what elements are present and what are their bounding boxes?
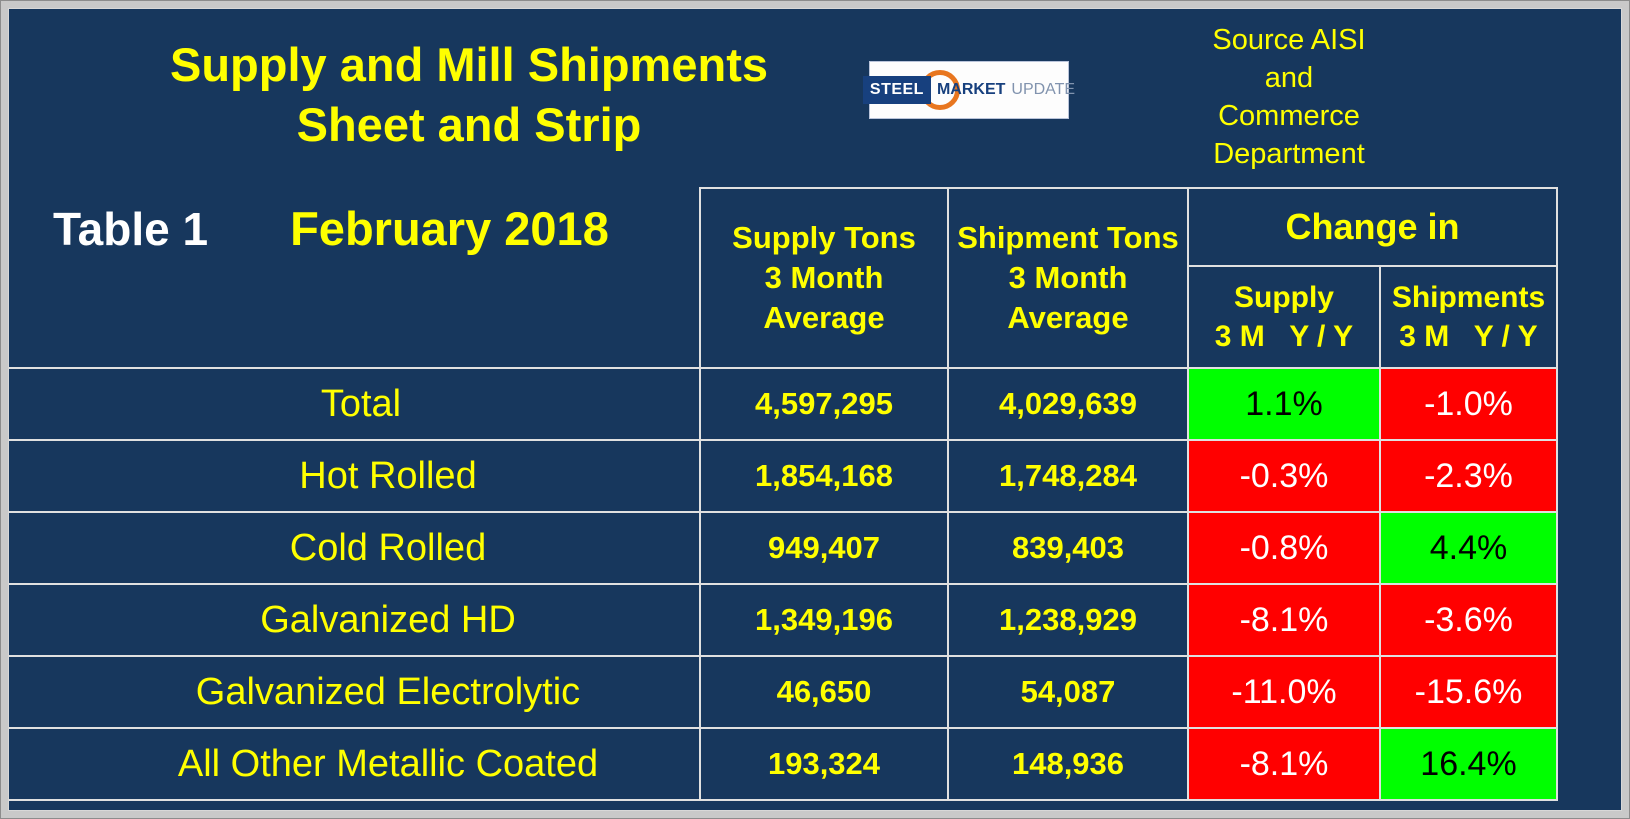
table-row: Total 4,597,295 4,029,639 1.1% -1.0% — [9, 369, 1558, 441]
source-line1: Source AISI — [1212, 24, 1366, 56]
table-row: All Other Metallic Coated 193,324 148,93… — [9, 729, 1558, 801]
supply-change-cell: -0.8% — [1189, 513, 1381, 585]
source-note: Source AISI and Commerce Department — [1159, 21, 1419, 173]
supply-change-cell: -0.3% — [1189, 441, 1381, 513]
caption-area: Table 1 February 2018 — [9, 187, 701, 369]
supply-change-header-line1: Supply — [1233, 281, 1334, 314]
supply-change-cell: -8.1% — [1189, 729, 1381, 801]
supply-tons-header-line3: Average — [763, 300, 885, 335]
supply-change-cell: 1.1% — [1189, 369, 1381, 441]
supply-tons-cell: 46,650 — [701, 657, 949, 729]
supply-tons-cell: 4,597,295 — [701, 369, 949, 441]
supply-tons-header: Supply Tons 3 Month Average — [701, 187, 949, 369]
table-row: Galvanized HD 1,349,196 1,238,929 -8.1% … — [9, 585, 1558, 657]
shipments-change-header-line1: Shipments — [1391, 281, 1546, 314]
supply-tons-cell: 1,854,168 — [701, 441, 949, 513]
page-title-line2: Sheet and Strip — [296, 98, 642, 151]
table-row: Galvanized Electrolytic 46,650 54,087 -1… — [9, 657, 1558, 729]
shipments-change-header: Shipments 3 M Y / Y — [1381, 267, 1558, 369]
shipments-change-cell: -15.6% — [1381, 657, 1558, 729]
row-label: Galvanized HD — [9, 585, 701, 657]
supply-change-header-line2: 3 M Y / Y — [1214, 320, 1354, 353]
shipment-tons-cell: 1,238,929 — [949, 585, 1189, 657]
shipment-tons-header-line3: Average — [1007, 300, 1129, 335]
shipment-tons-header-line1: Shipment Tons — [957, 220, 1179, 255]
report-panel: Supply and Mill Shipments Sheet and Stri… — [8, 8, 1622, 811]
table-number-label: Table 1 — [53, 203, 209, 255]
table-row: Cold Rolled 949,407 839,403 -0.8% 4.4% — [9, 513, 1558, 585]
supply-tons-header-line1: Supply Tons — [732, 220, 916, 255]
logo-steel-text: STEEL — [862, 76, 931, 104]
table-header: Table 1 February 2018 Supply Tons 3 Mont… — [9, 187, 1558, 369]
page-title: Supply and Mill Shipments Sheet and Stri… — [24, 35, 914, 155]
source-line3: Commerce — [1218, 100, 1360, 132]
shipment-tons-cell: 148,936 — [949, 729, 1189, 801]
shipment-tons-cell: 54,087 — [949, 657, 1189, 729]
source-line4: Department — [1213, 138, 1365, 170]
shipment-tons-cell: 4,029,639 — [949, 369, 1189, 441]
shipments-change-cell: -1.0% — [1381, 369, 1558, 441]
shipments-change-cell: -3.6% — [1381, 585, 1558, 657]
logo-update-text: UPDATE — [1011, 81, 1076, 98]
supply-change-header: Supply 3 M Y / Y — [1189, 267, 1381, 369]
row-label: Galvanized Electrolytic — [9, 657, 701, 729]
supply-tons-header-line2: 3 Month — [764, 260, 884, 295]
shipment-tons-cell: 1,748,284 — [949, 441, 1189, 513]
supply-tons-cell: 193,324 — [701, 729, 949, 801]
shipments-change-cell: 4.4% — [1381, 513, 1558, 585]
shipments-change-cell: -2.3% — [1381, 441, 1558, 513]
shipments-change-header-line2: 3 M Y / Y — [1399, 320, 1538, 353]
table-row: Hot Rolled 1,854,168 1,748,284 -0.3% -2.… — [9, 441, 1558, 513]
page-title-line1: Supply and Mill Shipments — [170, 38, 768, 91]
row-label: All Other Metallic Coated — [9, 729, 701, 801]
smu-logo: STEEL MARKET UPDATE — [862, 61, 1075, 119]
caption: Table 1 February 2018 — [53, 201, 699, 256]
row-label: Cold Rolled — [9, 513, 701, 585]
row-label: Total — [9, 369, 701, 441]
supply-tons-cell: 1,349,196 — [701, 585, 949, 657]
data-table: Table 1 February 2018 Supply Tons 3 Mont… — [9, 187, 1558, 801]
shipment-tons-header-line2: 3 Month — [1008, 260, 1128, 295]
source-line2: and — [1264, 62, 1314, 94]
shipments-change-cell: 16.4% — [1381, 729, 1558, 801]
period-label: February 2018 — [290, 202, 609, 255]
change-in-header: Change in — [1189, 187, 1558, 267]
shipment-tons-cell: 839,403 — [949, 513, 1189, 585]
logo-market-text: MARKET — [936, 81, 1006, 98]
supply-change-cell: -8.1% — [1189, 585, 1381, 657]
shipment-tons-header: Shipment Tons 3 Month Average — [949, 187, 1189, 369]
supply-change-cell: -11.0% — [1189, 657, 1381, 729]
supply-tons-cell: 949,407 — [701, 513, 949, 585]
row-label: Hot Rolled — [9, 441, 701, 513]
